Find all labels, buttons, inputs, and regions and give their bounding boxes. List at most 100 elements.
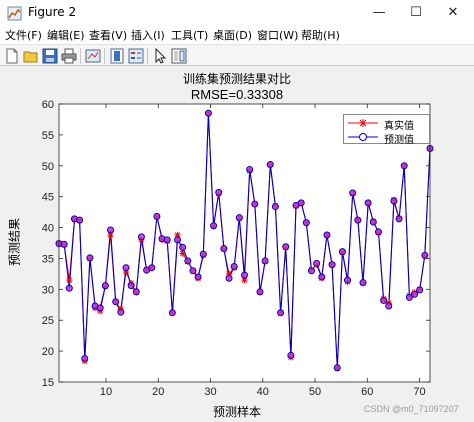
plot-tools-icon[interactable] <box>170 47 188 65</box>
new-figure-icon[interactable] <box>3 47 21 65</box>
pred-point <box>421 251 429 259</box>
pred-point <box>369 218 377 226</box>
toolbar <box>0 44 474 66</box>
y-tick-label: 25 <box>42 315 54 327</box>
pred-point <box>246 165 254 173</box>
y-tick-label: 40 <box>42 223 54 235</box>
menu-file[interactable]: 文件(F) <box>5 29 42 42</box>
true-point <box>179 250 186 257</box>
pred-point <box>405 293 413 301</box>
pred-point <box>318 273 326 281</box>
menu-help[interactable]: 帮助(H) <box>301 29 340 42</box>
pred-point <box>354 216 362 224</box>
axes-background <box>59 104 430 382</box>
pred-point <box>344 276 352 284</box>
true-point-stroke <box>107 232 114 238</box>
pred-point <box>241 271 248 279</box>
legend-pred-label: 预测值 <box>384 135 414 146</box>
menu-edit[interactable]: 编辑(E) <box>47 29 85 42</box>
menu-insert[interactable]: 插入(I) <box>131 29 165 42</box>
pred-point <box>385 302 393 310</box>
pred-point <box>163 236 171 244</box>
title-bar: Figure 2 — ☐ ✕ <box>0 0 474 26</box>
x-tick-label: 40 <box>257 386 269 398</box>
pred-point <box>307 267 315 275</box>
legend[interactable]: 真实值 预测值 <box>343 114 431 146</box>
pred-point <box>297 199 305 207</box>
pred-point <box>333 364 341 372</box>
pred-point <box>313 259 321 267</box>
pred-point <box>215 188 223 196</box>
pred-point <box>86 254 94 262</box>
x-tick-label: 60 <box>361 386 373 398</box>
pred-point <box>65 284 73 292</box>
legend-item-pred: 预测值 <box>344 130 431 146</box>
x-tick-label: 20 <box>152 386 164 398</box>
menu-view[interactable]: 查看(V) <box>89 29 128 42</box>
save-icon[interactable] <box>41 47 59 65</box>
pred-point <box>395 215 403 223</box>
toolbar-separator <box>80 48 81 64</box>
minimize-button[interactable]: — <box>372 5 386 20</box>
y-tick-label: 45 <box>42 192 54 204</box>
pred-point <box>76 216 84 224</box>
chart-subtitle: RMSE=0.33308 <box>190 87 284 102</box>
pred-point <box>400 162 408 170</box>
pred-point <box>204 109 212 117</box>
matlab-figure-icon <box>7 6 22 21</box>
pred-point <box>338 248 346 256</box>
pred-point <box>101 282 109 290</box>
menu-bar: 文件(F) 编辑(E) 查看(V) 插入(I) 工具(T) 桌面(D) 窗口(W… <box>0 26 474 44</box>
pred-point <box>380 296 388 304</box>
pred-point <box>122 264 130 272</box>
x-tick-label: 10 <box>100 386 112 398</box>
legend-true-label: 真实值 <box>384 121 414 132</box>
pred-point <box>287 351 295 359</box>
close-button[interactable]: ✕ <box>447 5 459 20</box>
pred-point <box>96 304 104 312</box>
pred-point <box>282 243 290 251</box>
pred-point <box>117 308 125 316</box>
insert-colorbar-icon[interactable] <box>108 47 126 65</box>
pred-point <box>81 355 89 363</box>
true-point-stroke <box>179 250 186 257</box>
menu-desktop[interactable]: 桌面(D) <box>213 29 253 42</box>
pred-point <box>112 298 120 306</box>
pred-point <box>132 288 140 296</box>
pred-point <box>60 240 68 248</box>
open-file-icon[interactable] <box>22 47 40 65</box>
pred-point <box>266 161 274 169</box>
menu-tools[interactable]: 工具(T) <box>171 29 209 42</box>
true-point <box>107 231 114 239</box>
y-tick-label: 20 <box>42 346 54 358</box>
legend-true-sample <box>348 119 378 127</box>
window-title: Figure 2 <box>28 5 77 19</box>
pred-point <box>328 261 336 269</box>
chart-title: 训练集预测结果对比 <box>182 72 291 86</box>
menu-window[interactable]: 窗口(W) <box>257 29 299 42</box>
x-tick-label: 50 <box>309 386 321 398</box>
pred-point <box>148 264 156 272</box>
pred-point <box>230 262 238 270</box>
pred-point <box>261 257 269 265</box>
insert-legend-icon[interactable] <box>127 47 145 65</box>
pred-point <box>411 290 419 298</box>
true-point-stroke <box>66 277 73 283</box>
maximize-button[interactable]: ☐ <box>410 5 422 20</box>
pointer-icon[interactable] <box>151 47 169 65</box>
y-tick-label: 55 <box>42 130 54 142</box>
pred-point <box>416 286 424 294</box>
pred-point <box>251 200 259 208</box>
print-icon[interactable] <box>60 47 78 65</box>
link-plot-icon[interactable] <box>84 47 102 65</box>
true-point <box>66 276 73 284</box>
watermark: CSDN @m0_71097207 <box>364 404 459 414</box>
y-tick-label: 35 <box>42 253 54 265</box>
pred-point <box>364 199 372 207</box>
pred-point <box>374 228 382 236</box>
pred-point <box>127 282 135 290</box>
legend-pred-sample <box>348 133 378 141</box>
legend-item-true: 真实值 <box>344 116 431 132</box>
pred-point <box>235 214 243 222</box>
